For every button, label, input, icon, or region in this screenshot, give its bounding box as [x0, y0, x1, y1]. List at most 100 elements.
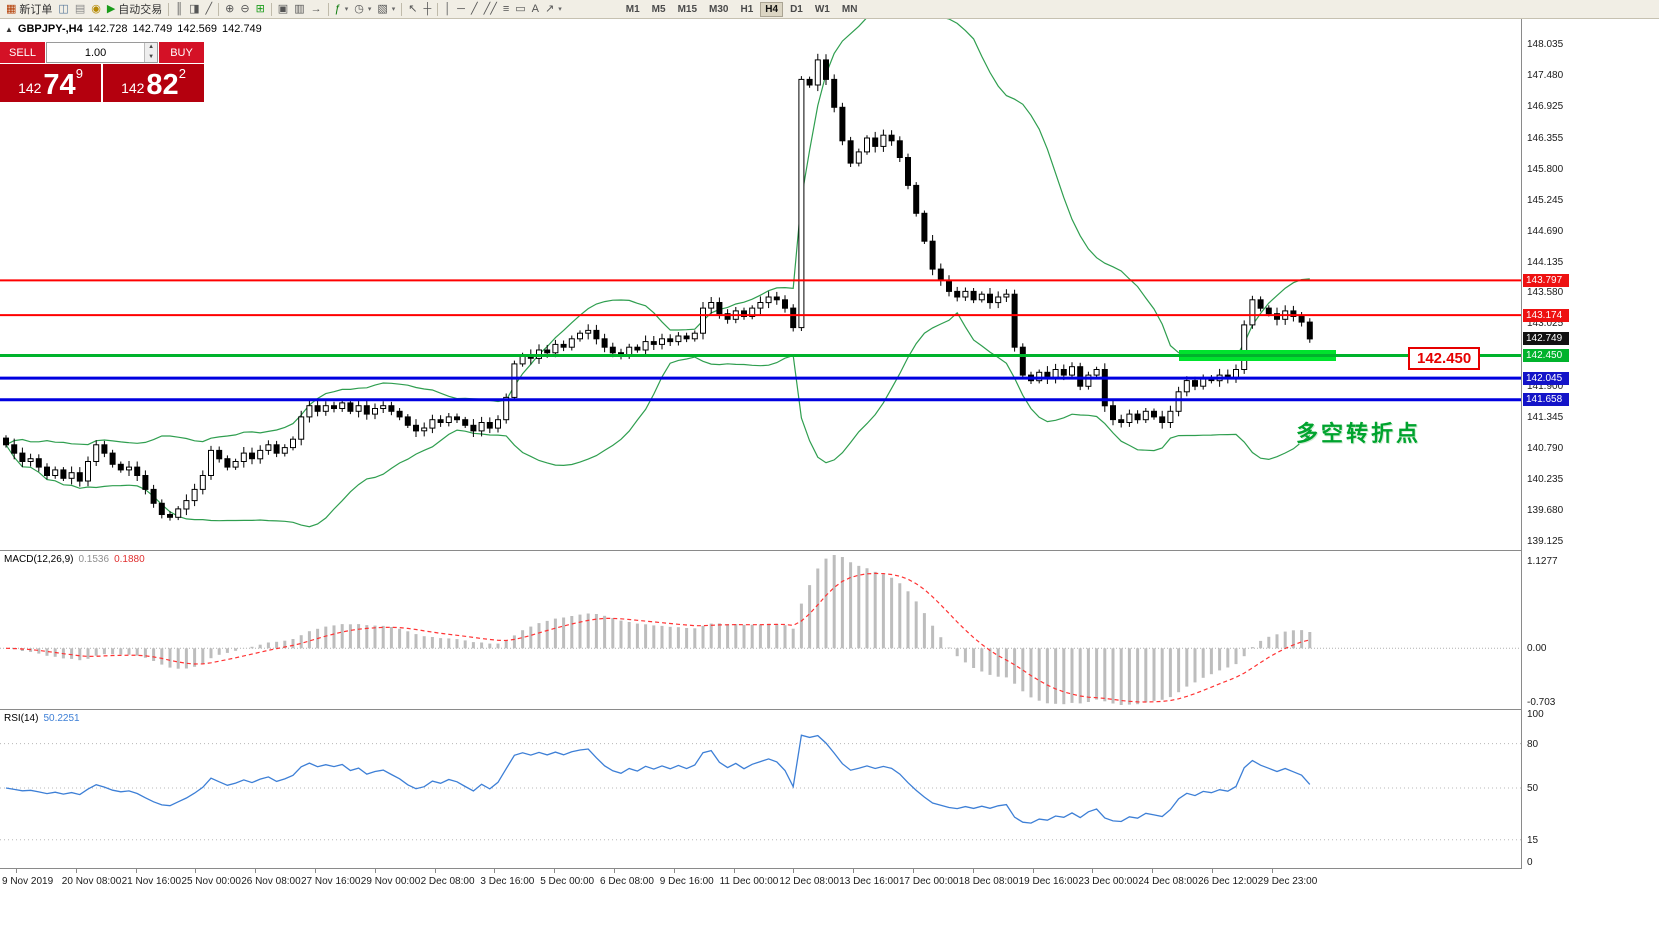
rsi-title: RSI(14) — [4, 713, 39, 724]
time-axis-label: 27 Nov 16:00 — [301, 876, 361, 887]
time-axis-tick — [315, 869, 316, 873]
candlestick-chart-type-button[interactable]: ◨ — [186, 1, 202, 18]
periods-dropdown-icon[interactable]: ▾ — [367, 6, 372, 13]
price-axis-tick: 144.135 — [1527, 256, 1564, 268]
price-axis-tick: 143.025 — [1527, 318, 1564, 330]
chart-symbol-label: GBPJPY-,H4 — [17, 23, 83, 35]
price-axis-tick: 50 — [1527, 783, 1539, 794]
rsi-value: 50.2251 — [43, 713, 80, 724]
arrow-objects-button[interactable]: ↗ ▾ — [542, 1, 565, 18]
timeframe-mn-button[interactable]: MN — [841, 3, 858, 15]
autotrading-button[interactable]: ▶ 自动交易 — [104, 1, 165, 18]
chart-shift-icon: → — [310, 2, 322, 15]
cascade-windows-button[interactable]: ▣ — [275, 1, 291, 18]
timeframe-d1-button[interactable]: D1 — [790, 3, 803, 15]
cascade-windows-icon: ▣ — [277, 2, 289, 15]
turning-point-note[interactable]: 多空转折点 — [1296, 421, 1422, 446]
time-axis-label: 13 Dec 16:00 — [839, 876, 899, 887]
macd-panel-separator[interactable] — [0, 550, 1659, 551]
time-axis-label: 18 Dec 08:00 — [958, 876, 1019, 887]
crosshair-button[interactable]: ┼ — [421, 1, 435, 18]
rsi-panel-separator[interactable] — [0, 709, 1659, 710]
toolbar-buttons: ▦ 新订单 ◫ ▤ ◉ ▶ 自动交易 ║ ◨ ╱ ⊕ ⊖ ⊞ ▣ ▥ → ƒ ▾ ◷ ▾ ▧ ▾ ↖ ┼ │ ─ ╱ ╱╱ ≡ ▭ A ↗ ▾ — [3, 1, 565, 18]
text-label-button[interactable]: A — [529, 1, 542, 18]
fibonacci-retracement-button[interactable]: ≡ — [500, 1, 512, 18]
time-axis-tick — [16, 869, 17, 873]
volume-input[interactable] — [47, 43, 145, 62]
timeframe-m5-button[interactable]: M5 — [651, 3, 666, 15]
price-axis-tick: 1.1277 — [1527, 556, 1558, 567]
chart-low-value: 142.569 — [177, 23, 218, 35]
new-order-label: 新订单 — [19, 4, 53, 16]
templates-button[interactable]: ▧ ▾ — [374, 1, 398, 18]
periods-button[interactable]: ◷ ▾ — [351, 1, 374, 18]
tile-windows-button[interactable]: ⊞ — [253, 1, 268, 18]
time-axis-tick — [1212, 869, 1213, 873]
time-axis-label: 11 Dec 00:00 — [719, 876, 779, 887]
rsi-indicator-label: RSI(14) 50.2251 — [4, 713, 80, 724]
line-chart-type-button[interactable]: ╱ — [203, 1, 216, 18]
indicators-list-button[interactable]: ƒ ▾ — [332, 1, 352, 18]
horizontal-line-icon: ─ — [457, 2, 465, 15]
fibonacci-retracement-icon: ≡ — [502, 2, 510, 15]
arrow-objects-icon: ↗ — [545, 2, 555, 15]
timeframe-m15-button[interactable]: M15 — [677, 3, 698, 15]
price-note-box[interactable]: 142.450 — [1408, 347, 1481, 370]
new-order-button[interactable]: ▦ 新订单 — [3, 1, 55, 18]
indicators-list-dropdown-icon[interactable]: ▾ — [344, 6, 349, 13]
price-axis-tick: 145.800 — [1527, 163, 1564, 175]
timeframe-w1-button[interactable]: W1 — [814, 3, 830, 15]
arrow-objects-dropdown-icon[interactable]: ▾ — [558, 6, 562, 13]
macd-indicator-label: MACD(12,26,9) 0.1536 0.1880 — [4, 554, 145, 565]
chart-open-value: 142.728 — [87, 23, 128, 35]
buy-price-button[interactable]: 142 82 2 — [103, 64, 204, 102]
time-axis-tick — [793, 869, 795, 873]
buy-button[interactable]: BUY — [159, 42, 204, 63]
arrange-windows-button[interactable]: ▥ — [291, 1, 307, 18]
timeframe-h4-button[interactable]: H4 — [760, 1, 784, 17]
time-axis-tick — [494, 869, 496, 873]
chart-window-button[interactable]: ◫ — [55, 1, 71, 18]
autotrading-icon: ▶ — [106, 2, 116, 15]
rsi-panel[interactable] — [0, 710, 1521, 868]
sell-price-button[interactable]: 142 74 9 — [0, 64, 101, 102]
main-chart-canvas[interactable] — [0, 19, 1521, 550]
volume-down-icon[interactable]: ▼ — [145, 52, 157, 62]
price-axis-label: 142.749 — [1523, 332, 1569, 346]
price-axis-tick: 148.035 — [1527, 39, 1564, 50]
horizontal-line-button[interactable]: ─ — [454, 1, 468, 18]
time-axis-tick — [255, 869, 257, 873]
price-axis-tick: 144.690 — [1527, 225, 1564, 237]
chart-shift-button[interactable]: → — [308, 1, 325, 18]
price-axis-tick: 139.125 — [1527, 535, 1564, 547]
shapes-button[interactable]: ▭ — [512, 1, 528, 18]
macd-panel[interactable] — [0, 551, 1521, 708]
equidistant-channel-button[interactable]: ╱╱ — [481, 1, 500, 18]
sell-button[interactable]: SELL — [0, 42, 45, 63]
zoom-out-button[interactable]: ⊖ — [237, 1, 252, 18]
price-axis-label: 142.450 — [1523, 349, 1569, 363]
time-axis-label: 9 Dec 16:00 — [659, 876, 714, 887]
timeframe-m1-button[interactable]: M1 — [625, 3, 640, 15]
zoom-in-button[interactable]: ⊕ — [222, 1, 237, 18]
timeframe-m30-button[interactable]: M30 — [709, 3, 729, 15]
time-axis-tick — [195, 869, 197, 873]
time-axis-label: 29 Dec 23:00 — [1257, 876, 1318, 887]
templates-dropdown-icon[interactable]: ▾ — [391, 6, 396, 13]
bar-chart-type-icon: ║ — [175, 2, 184, 15]
alerts-button[interactable]: ◉ — [88, 1, 104, 18]
time-axis-label: 17 Dec 00:00 — [899, 876, 959, 887]
time-axis-tick — [374, 869, 376, 873]
trendline-button[interactable]: ╱ — [468, 1, 481, 18]
tile-windows-icon: ⊞ — [255, 2, 265, 15]
time-axis-label: 26 Dec 12:00 — [1198, 876, 1258, 887]
price-axis[interactable]: 148.035 147.480 146.925 146.355 145.800 145.2… — [1521, 19, 1659, 869]
volume-spinner: ▲ ▼ — [144, 43, 157, 62]
vertical-line-button[interactable]: │ — [441, 1, 454, 18]
timeframe-h1-button[interactable]: H1 — [740, 3, 754, 15]
cursor-button[interactable]: ↖ — [405, 1, 420, 18]
bar-chart-type-button[interactable]: ║ — [172, 1, 186, 18]
time-axis[interactable]: 9 Nov 2019 20 Nov 08:00 21 Nov 16:00 25 Nov… — [0, 869, 1659, 946]
volume-up-icon[interactable]: ▲ — [145, 43, 157, 53]
profiles-button[interactable]: ▤ — [72, 1, 88, 18]
